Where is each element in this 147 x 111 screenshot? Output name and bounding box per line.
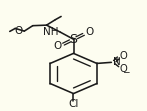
Text: N: N	[113, 57, 121, 67]
Text: O: O	[85, 27, 93, 37]
Text: O: O	[14, 26, 22, 36]
Text: O: O	[120, 51, 127, 61]
Text: −: −	[122, 67, 130, 76]
Text: +: +	[114, 56, 120, 64]
Text: O: O	[54, 41, 62, 51]
Text: NH: NH	[44, 27, 59, 37]
Text: Cl: Cl	[68, 99, 79, 109]
Text: O: O	[120, 64, 127, 74]
Text: S: S	[70, 33, 77, 46]
